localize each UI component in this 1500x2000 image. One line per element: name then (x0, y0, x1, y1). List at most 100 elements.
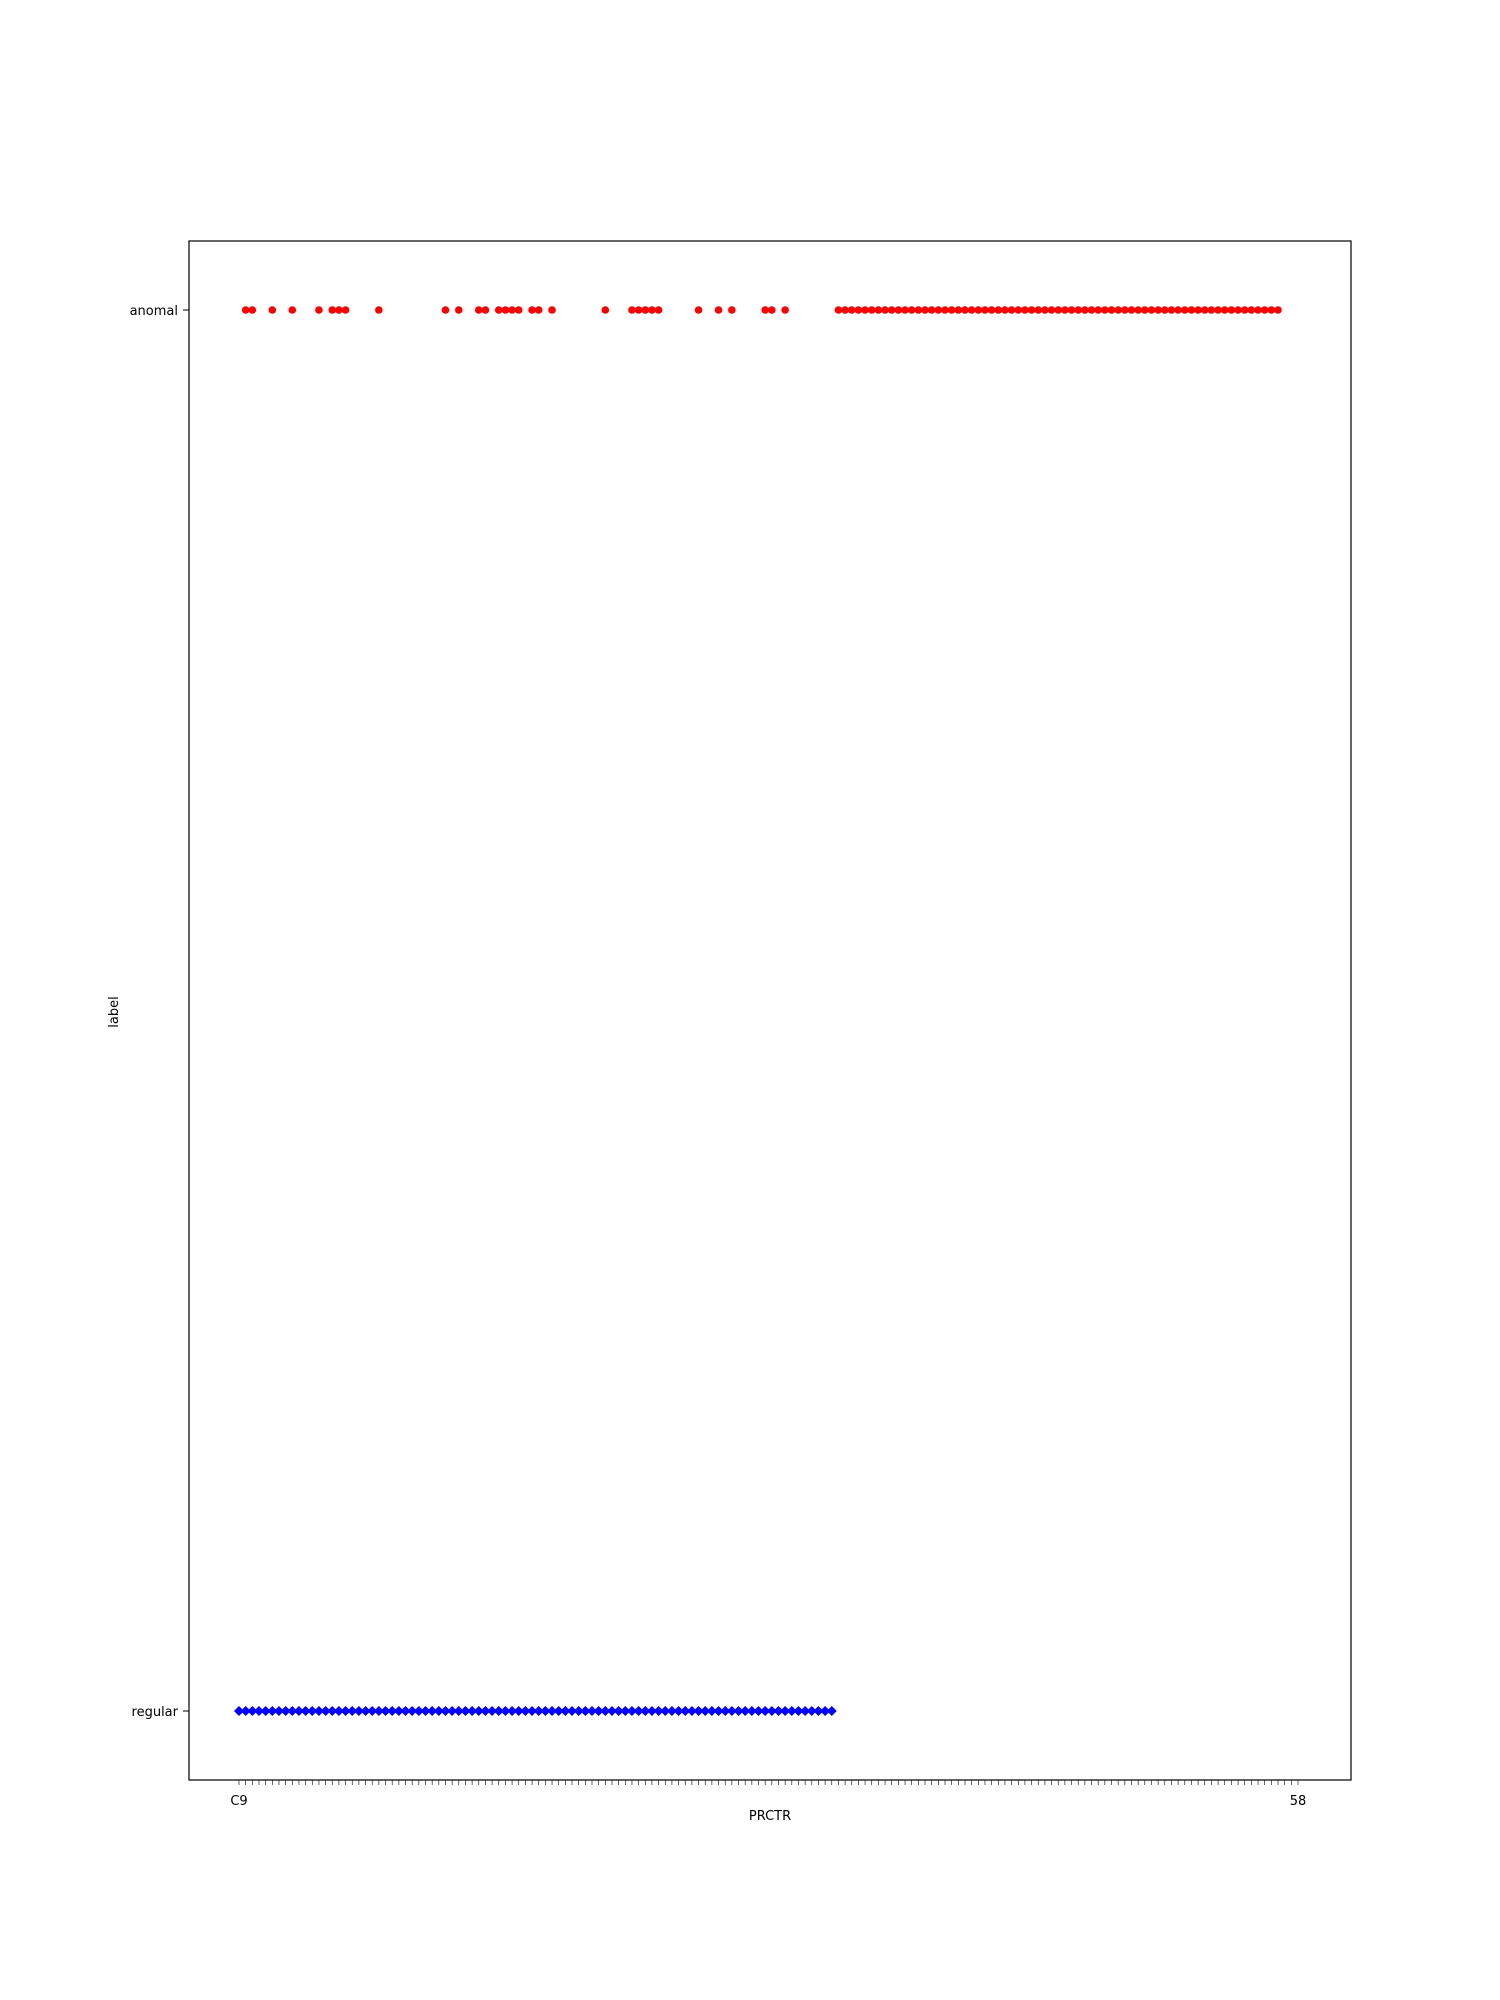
data-point-anomal (514, 306, 523, 314)
data-point-regular (287, 1706, 298, 1716)
data-point-regular (413, 1706, 424, 1716)
data-point-regular (393, 1706, 404, 1716)
data-point-regular (540, 1706, 551, 1716)
data-point-regular (273, 1706, 284, 1716)
data-point-regular (353, 1706, 364, 1716)
data-point-anomal (1021, 306, 1029, 314)
data-point-anomal (894, 306, 903, 314)
data-point-anomal (248, 306, 257, 314)
data-point-anomal (1081, 306, 1089, 314)
data-point-anomal (987, 306, 996, 314)
data-point-anomal (934, 306, 943, 314)
data-point-anomal (601, 306, 610, 314)
data-point-regular (500, 1706, 511, 1716)
data-point-regular (280, 1706, 291, 1716)
data-point-regular (234, 1706, 244, 1716)
data-point-anomal (1074, 306, 1083, 314)
data-point-anomal (861, 306, 869, 314)
data-point-anomal (1067, 306, 1076, 314)
data-point-regular (400, 1706, 411, 1716)
data-point-regular (746, 1706, 757, 1716)
data-point-regular (293, 1706, 304, 1716)
data-point-anomal (1214, 306, 1222, 314)
data-point-regular (613, 1706, 624, 1716)
data-point-regular (467, 1706, 478, 1716)
data-point-regular (420, 1706, 431, 1716)
data-point-regular (766, 1706, 777, 1716)
data-point-anomal (914, 306, 923, 314)
data-point-anomal (981, 306, 989, 314)
data-point-anomal (1200, 306, 1209, 314)
data-point-regular (740, 1706, 751, 1716)
data-point-anomal (454, 306, 463, 314)
data-point-anomal (441, 306, 450, 314)
x-axis-title: PRCTR (749, 1809, 791, 1824)
data-point-anomal (1114, 306, 1122, 314)
data-point-anomal (268, 306, 277, 314)
data-point-anomal (761, 306, 769, 314)
data-point-anomal (994, 306, 1003, 314)
data-point-regular (473, 1706, 484, 1716)
data-point-anomal (1167, 306, 1176, 314)
data-point-regular (713, 1706, 724, 1716)
data-point-regular (327, 1706, 338, 1716)
data-point-regular (267, 1706, 278, 1716)
data-point-anomal (1121, 306, 1129, 314)
data-point-anomal (1274, 306, 1282, 314)
data-point-regular (313, 1706, 324, 1716)
data-point-regular (433, 1706, 444, 1716)
data-point-regular (240, 1706, 251, 1716)
data-point-regular (360, 1706, 371, 1716)
data-point-regular (640, 1706, 651, 1716)
data-point-anomal (1107, 306, 1116, 314)
data-point-anomal (1147, 306, 1156, 314)
data-point-regular (626, 1706, 637, 1716)
data-point-anomal (648, 306, 656, 314)
data-point-regular (253, 1706, 264, 1716)
data-point-regular (480, 1706, 491, 1716)
data-point-anomal (834, 306, 843, 314)
data-point-anomal (1027, 306, 1036, 314)
data-point-anomal (1087, 306, 1096, 314)
data-point-regular (460, 1706, 471, 1716)
data-point-regular (733, 1706, 744, 1716)
data-point-anomal (335, 306, 343, 314)
data-point-anomal (1041, 306, 1049, 314)
data-point-anomal (874, 306, 883, 314)
data-point-regular (587, 1706, 597, 1716)
data-point-regular (600, 1706, 611, 1716)
x-axis (238, 1780, 1299, 1785)
data-point-anomal (847, 306, 856, 314)
data-point-anomal (1127, 306, 1136, 314)
data-point-anomal (768, 306, 776, 314)
data-point-regular (453, 1706, 464, 1716)
data-point-regular (493, 1706, 504, 1716)
data-point-anomal (867, 306, 876, 314)
data-point-anomal (328, 306, 337, 314)
data-point-regular (320, 1706, 331, 1716)
data-point-anomal (1094, 306, 1102, 314)
data-point-regular (573, 1706, 584, 1716)
data-point-anomal (528, 306, 536, 314)
data-point-regular (800, 1706, 811, 1716)
data-point-anomal (927, 306, 936, 314)
data-point-anomal (288, 306, 297, 314)
data-point-anomal (1054, 306, 1063, 314)
data-point-anomal (954, 306, 963, 314)
x-tick-label-first: C9 (230, 1794, 247, 1809)
data-point-regular (373, 1706, 384, 1716)
data-point-anomal (375, 306, 383, 314)
data-point-anomal (634, 306, 643, 314)
plot-frame (188, 240, 1352, 1781)
data-point-anomal (1227, 306, 1236, 314)
data-point-anomal (654, 306, 663, 314)
data-point-anomal (728, 306, 736, 314)
data-point-anomal (941, 306, 949, 314)
data-point-regular (340, 1706, 351, 1716)
data-point-anomal (1014, 306, 1023, 314)
data-point-anomal (1260, 306, 1269, 314)
data-point-regular (820, 1706, 831, 1716)
data-point-anomal (961, 306, 969, 314)
data-point-regular (813, 1706, 824, 1716)
